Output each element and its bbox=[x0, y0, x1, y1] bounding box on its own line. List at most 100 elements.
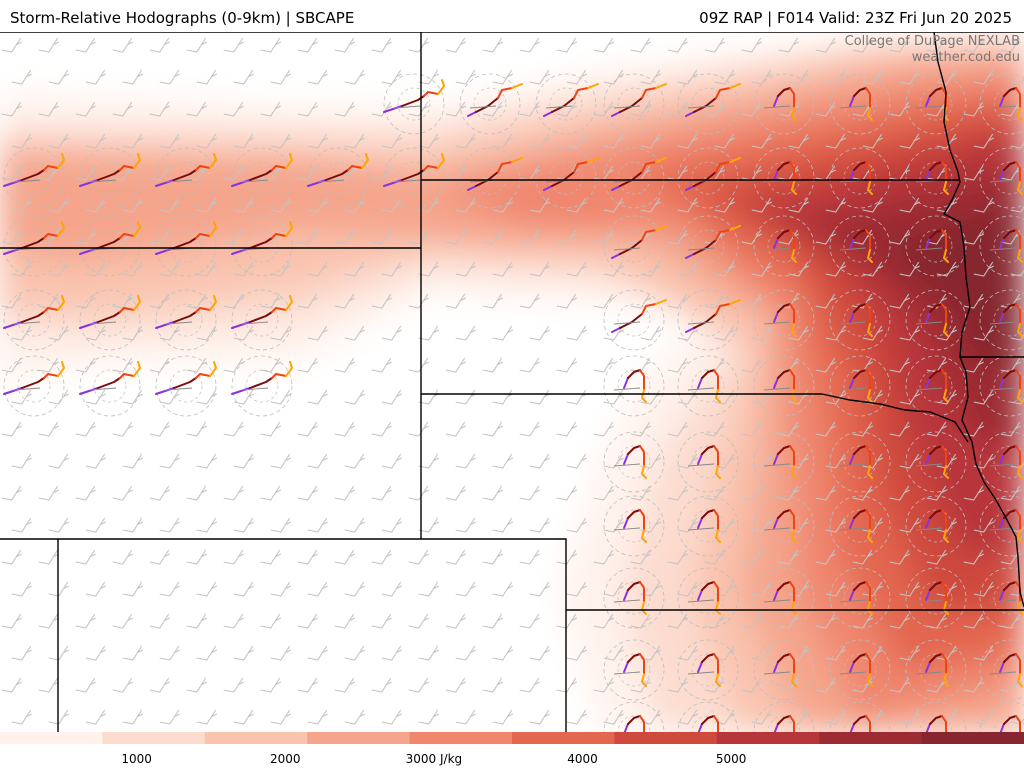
hodograph-ring bbox=[843, 303, 877, 337]
wind-barb bbox=[973, 581, 994, 597]
wind-barb bbox=[85, 709, 106, 725]
wind-barb bbox=[196, 453, 217, 469]
colorbar-swatch bbox=[785, 732, 803, 744]
wind-barb bbox=[677, 197, 698, 213]
wind-barb bbox=[371, 549, 392, 565]
wind-barb bbox=[741, 357, 762, 373]
hodograph-ring bbox=[677, 701, 739, 732]
hodograph-ring bbox=[459, 147, 521, 209]
wind-barb bbox=[492, 69, 513, 85]
colorbar-swatch bbox=[324, 732, 342, 744]
wind-barb bbox=[630, 421, 651, 437]
wind-barb bbox=[741, 549, 762, 565]
storm-motion-vector bbox=[393, 105, 421, 109]
hodograph bbox=[999, 715, 1021, 732]
wind-barb bbox=[270, 261, 291, 277]
wind-barb bbox=[48, 325, 69, 341]
wind-barb bbox=[196, 133, 217, 149]
hodograph-ring bbox=[979, 567, 1024, 629]
wind-barb bbox=[714, 69, 735, 85]
storm-motion-vector bbox=[613, 105, 641, 109]
hodograph-ring bbox=[829, 355, 891, 417]
wind-barb bbox=[1010, 461, 1024, 469]
wind-barb bbox=[223, 165, 244, 181]
colorbar-swatch bbox=[34, 732, 52, 744]
wind-barb bbox=[566, 133, 587, 149]
wind-barb bbox=[186, 101, 207, 117]
wind-barb bbox=[307, 197, 328, 213]
wind-barb bbox=[223, 229, 244, 245]
storm-motion-vector bbox=[989, 105, 1017, 109]
wind-barb bbox=[973, 389, 994, 405]
storm-motion-vector bbox=[613, 527, 641, 531]
wind-barb bbox=[233, 389, 254, 405]
colorbar-swatch bbox=[477, 732, 496, 744]
hodograph-ring bbox=[617, 445, 651, 479]
wind-barb bbox=[704, 229, 725, 245]
storm-motion-vector bbox=[989, 463, 1017, 467]
wind-barb bbox=[973, 325, 994, 341]
wind-barb bbox=[630, 37, 651, 53]
wind-barb bbox=[75, 549, 96, 565]
wind-barb bbox=[186, 549, 207, 565]
hodograph-ring bbox=[979, 639, 1024, 701]
wind-barb bbox=[112, 677, 133, 693]
wind-barb bbox=[963, 421, 984, 437]
hodograph-ring bbox=[691, 229, 725, 263]
wind-barb bbox=[889, 677, 910, 693]
hodograph-ring bbox=[617, 161, 651, 195]
wind-barb bbox=[778, 549, 799, 565]
hodograph bbox=[915, 161, 949, 195]
wind-barb bbox=[159, 389, 180, 405]
storm-motion-vector bbox=[915, 387, 943, 391]
wind-barb bbox=[566, 389, 587, 405]
wind-barb bbox=[186, 677, 207, 693]
hodograph-ring bbox=[677, 567, 739, 629]
hodograph-ring bbox=[677, 639, 739, 701]
wind-barb bbox=[556, 613, 577, 629]
colorbar-swatch bbox=[85, 732, 103, 744]
wind-barb bbox=[640, 197, 661, 213]
wind-barb bbox=[926, 293, 947, 309]
wind-barb bbox=[334, 549, 355, 565]
hodograph-ring bbox=[617, 369, 651, 403]
wind-barb bbox=[122, 517, 143, 533]
hodograph-ring bbox=[231, 355, 293, 417]
hodograph-ring bbox=[677, 495, 739, 557]
wind-barb bbox=[963, 229, 984, 245]
wind-barb bbox=[196, 69, 217, 85]
hodograph-ring bbox=[3, 289, 65, 351]
wind-barb bbox=[815, 549, 836, 565]
hodograph-ring bbox=[753, 355, 815, 417]
wind-barb bbox=[159, 261, 180, 277]
wind-barb bbox=[529, 709, 550, 725]
wind-barb bbox=[371, 357, 392, 373]
hodograph bbox=[79, 361, 141, 395]
wind-barb bbox=[38, 613, 59, 629]
wind-barb bbox=[48, 389, 69, 405]
hodograph-ring bbox=[767, 369, 801, 403]
storm-motion-vector bbox=[839, 463, 867, 467]
storm-motion-vector bbox=[839, 599, 867, 603]
hodograph-ring bbox=[979, 73, 1024, 135]
hodograph-ring bbox=[383, 147, 445, 209]
wind-barb bbox=[519, 613, 540, 629]
wind-barb bbox=[307, 517, 328, 533]
hodograph-map[interactable] bbox=[0, 32, 1024, 732]
wind-barb bbox=[815, 421, 836, 437]
wind-barb bbox=[492, 197, 513, 213]
wind-barb bbox=[122, 197, 143, 213]
hodograph-rings-layer bbox=[3, 73, 1024, 732]
colorbar-swatch bbox=[409, 732, 428, 744]
wind-barb bbox=[85, 133, 106, 149]
hodograph-ring bbox=[905, 495, 967, 557]
wind-barb bbox=[334, 229, 355, 245]
wind-barb bbox=[704, 421, 725, 437]
storm-motion-vector bbox=[763, 599, 791, 603]
wind-barb bbox=[11, 517, 32, 533]
wind-barb bbox=[297, 549, 318, 565]
wind-barb bbox=[233, 453, 254, 469]
colorbar-swatch bbox=[443, 732, 462, 744]
colorbar-swatch bbox=[836, 732, 854, 744]
colorbar-swatch bbox=[529, 732, 547, 744]
